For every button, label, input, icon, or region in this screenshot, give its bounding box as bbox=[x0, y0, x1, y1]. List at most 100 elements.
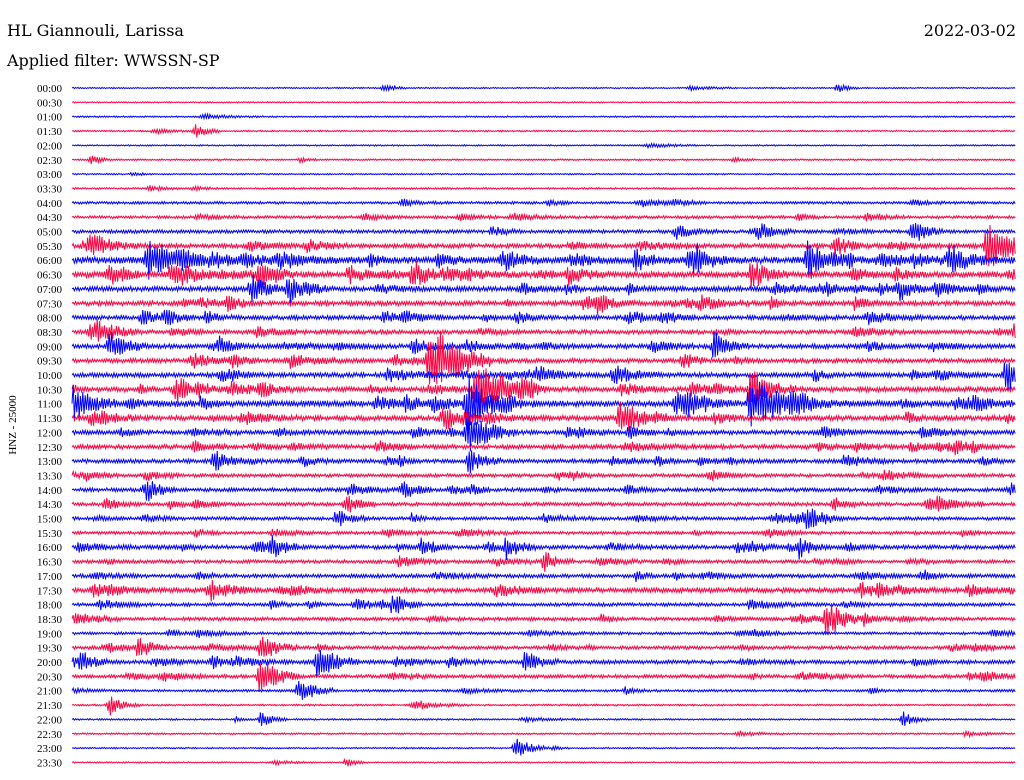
trace-line bbox=[71, 711, 1016, 726]
tick-label: 06:30 bbox=[37, 270, 63, 282]
tick-label: 23:00 bbox=[37, 743, 63, 755]
station-title: HL Giannouli, Larissa bbox=[7, 21, 184, 40]
trace-line bbox=[71, 440, 1016, 456]
trace-line bbox=[71, 729, 1016, 739]
trace-line bbox=[71, 681, 1016, 700]
trace-line bbox=[71, 595, 1016, 614]
tick-label: 16:30 bbox=[37, 557, 63, 569]
tick-label: 18:30 bbox=[37, 614, 63, 626]
time-tick-labels: 00:00 00:30 01:00 01:30 02:00 02:30 03:00 03:30… bbox=[37, 83, 63, 769]
tick-label: 06:00 bbox=[37, 255, 63, 267]
trace-line bbox=[71, 696, 1016, 716]
trace-line bbox=[71, 332, 1016, 385]
trace-line bbox=[71, 663, 1016, 692]
trace-line bbox=[71, 100, 1016, 104]
trace-line bbox=[71, 309, 1016, 326]
trace-line bbox=[71, 738, 1016, 756]
trace-line bbox=[71, 275, 1016, 305]
tick-label: 11:00 bbox=[37, 399, 62, 411]
trace-line bbox=[71, 155, 1016, 165]
tick-label: 01:00 bbox=[37, 112, 63, 124]
tick-label: 23:30 bbox=[37, 757, 63, 769]
trace-line bbox=[71, 603, 1016, 635]
trace-line bbox=[71, 528, 1016, 539]
tick-label: 05:30 bbox=[37, 241, 63, 253]
trace-line bbox=[71, 294, 1016, 316]
filter-label: Applied filter: WWSSN-SP bbox=[6, 51, 220, 70]
tick-label: 09:00 bbox=[37, 341, 63, 353]
tick-label: 13:00 bbox=[37, 456, 63, 468]
trace-line bbox=[71, 260, 1016, 293]
trace-line bbox=[71, 757, 1016, 767]
tick-label: 20:00 bbox=[37, 657, 63, 669]
trace-line bbox=[71, 401, 1016, 431]
tick-label: 08:30 bbox=[37, 327, 63, 339]
tick-label: 01:30 bbox=[37, 126, 63, 138]
tick-label: 14:00 bbox=[37, 485, 63, 497]
tick-label: 15:30 bbox=[37, 528, 63, 540]
tick-label: 14:30 bbox=[37, 499, 63, 511]
tick-label: 03:30 bbox=[37, 183, 63, 195]
trace-line bbox=[71, 224, 1016, 267]
trace-line bbox=[71, 415, 1016, 452]
trace-line bbox=[71, 124, 1016, 138]
trace-line bbox=[71, 184, 1016, 193]
tick-label: 21:30 bbox=[37, 700, 63, 712]
trace-line bbox=[71, 636, 1016, 657]
tick-label: 18:00 bbox=[37, 600, 63, 612]
tick-label: 09:30 bbox=[37, 356, 63, 368]
y-axis-label: HNZ - 25000 bbox=[7, 395, 19, 455]
trace-line bbox=[71, 535, 1016, 561]
trace-line bbox=[71, 552, 1016, 572]
trace-line bbox=[71, 376, 1016, 432]
trace-line bbox=[71, 628, 1016, 638]
tick-label: 15:00 bbox=[37, 514, 63, 526]
trace-line bbox=[71, 362, 1016, 391]
trace-line bbox=[71, 141, 1016, 150]
trace-line bbox=[71, 222, 1016, 241]
tick-label: 05:00 bbox=[37, 227, 63, 239]
seismic-traces bbox=[71, 83, 1016, 767]
trace-line bbox=[71, 481, 1016, 502]
trace-line bbox=[71, 580, 1016, 602]
tick-label: 22:30 bbox=[37, 729, 63, 741]
tick-label: 16:00 bbox=[37, 542, 63, 554]
tick-label: 10:00 bbox=[37, 370, 63, 382]
trace-line bbox=[71, 319, 1016, 342]
trace-line bbox=[71, 83, 1016, 93]
trace-line bbox=[71, 198, 1016, 208]
trace-line bbox=[71, 212, 1016, 222]
tick-label: 07:30 bbox=[37, 298, 63, 310]
tick-label: 02:00 bbox=[37, 140, 63, 152]
trace-line bbox=[71, 469, 1016, 482]
trace-line bbox=[71, 171, 1016, 177]
tick-label: 07:00 bbox=[37, 284, 63, 296]
tick-label: 00:30 bbox=[37, 97, 63, 109]
tick-label: 21:00 bbox=[37, 686, 63, 698]
tick-label: 12:30 bbox=[37, 442, 63, 454]
date-label: 2022-03-02 bbox=[924, 21, 1016, 40]
trace-line bbox=[71, 508, 1016, 529]
tick-label: 19:30 bbox=[37, 643, 63, 655]
tick-label: 11:30 bbox=[37, 413, 62, 425]
tick-label: 12:00 bbox=[37, 427, 63, 439]
tick-label: 04:00 bbox=[37, 198, 63, 210]
tick-label: 13:30 bbox=[37, 470, 63, 482]
trace-line bbox=[71, 368, 1016, 417]
tick-label: 03:00 bbox=[37, 169, 63, 181]
tick-label: 08:00 bbox=[37, 313, 63, 325]
trace-line bbox=[71, 112, 1016, 121]
tick-label: 17:30 bbox=[37, 585, 63, 597]
tick-label: 19:00 bbox=[37, 628, 63, 640]
trace-line bbox=[71, 569, 1016, 583]
trace-line bbox=[71, 331, 1016, 358]
tick-label: 22:00 bbox=[37, 714, 63, 726]
tick-label: 20:30 bbox=[37, 671, 63, 683]
trace-line bbox=[71, 650, 1016, 678]
tick-label: 04:30 bbox=[37, 212, 63, 224]
tick-label: 17:00 bbox=[37, 571, 63, 583]
tick-label: 02:30 bbox=[37, 155, 63, 167]
tick-label: 00:00 bbox=[37, 83, 63, 95]
trace-line bbox=[71, 450, 1016, 474]
